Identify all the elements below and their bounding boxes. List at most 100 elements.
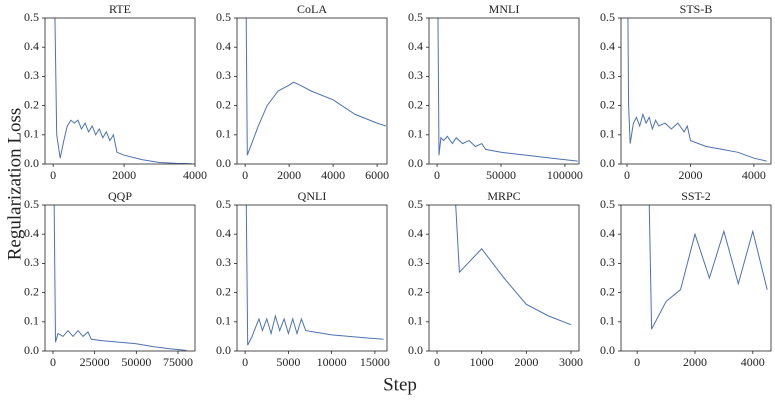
data-line [627,18,767,162]
y-tick-label: 0.2 [216,97,231,111]
data-line [54,18,192,164]
y-tick-label: 0.5 [216,10,231,24]
y-tick-label: 0.5 [24,197,39,211]
subplot-title: CoLA [297,2,327,16]
subplot-frame [428,204,580,352]
y-tick-label: 0.1 [408,314,423,328]
x-tick-label: 0 [634,355,640,369]
x-tick-label: 50000 [486,168,516,182]
subplot-title: SST-2 [681,189,711,203]
subplot-title: QNLI [298,189,327,203]
y-tick-label: 0.4 [24,226,39,240]
x-tick-label: 0 [242,355,248,369]
y-tick-label: 0.4 [600,226,615,240]
x-tick-label: 0 [50,168,56,182]
x-tick-label: 0 [434,355,440,369]
subplot-title: RTE [109,2,131,16]
y-tick-label: 0.4 [24,39,39,53]
y-tick-label: 0.1 [24,314,39,328]
x-tick-label: 2000 [112,168,136,182]
x-tick-label: 4000 [321,168,345,182]
y-tick-label: 0.5 [600,10,615,24]
y-tick-label: 0.3 [24,68,39,82]
x-tick-label: 2000 [678,168,702,182]
subplot-frame [236,204,388,352]
x-tick-label: 3000 [559,355,583,369]
x-axis-label: Step [383,374,417,395]
y-tick-label: 0.2 [600,97,615,111]
y-tick-label: 0.2 [600,284,615,298]
x-tick-label: 10000 [317,355,347,369]
y-tick-label: 0.3 [408,68,423,82]
y-tick-label: 0.2 [408,284,423,298]
x-tick-label: 15000 [360,355,390,369]
y-tick-label: 0.0 [24,343,39,357]
x-tick-label: 25000 [80,355,110,369]
x-tick-label: 0 [434,168,440,182]
y-tick-label: 0.3 [600,255,615,269]
y-tick-label: 0.4 [408,39,423,53]
y-tick-label: 0.3 [408,255,423,269]
y-tick-label: 0.3 [600,68,615,82]
x-tick-label: 0 [624,168,630,182]
y-tick-label: 0.4 [408,226,423,240]
y-tick-label: 0.1 [216,127,231,141]
y-tick-label: 0.1 [600,314,615,328]
subplot-title: MNLI [489,2,520,16]
y-tick-label: 0.1 [216,314,231,328]
x-tick-label: 2000 [514,355,538,369]
subplot-frame [428,17,580,165]
x-tick-label: 0 [50,355,56,369]
subplot-title: MRPC [487,189,520,203]
y-tick-label: 0.2 [408,97,423,111]
subplot-frame [236,17,388,165]
x-tick-label: 4000 [741,355,765,369]
y-tick-label: 0.4 [600,39,615,53]
x-tick-label: 2000 [277,168,301,182]
y-tick-label: 0.0 [600,343,615,357]
subplot-frame [620,204,772,352]
y-tick-label: 0.2 [216,284,231,298]
data-line [245,18,387,156]
y-tick-label: 0.1 [24,127,39,141]
x-tick-label: 1000 [470,355,494,369]
y-axis-label: Regularization Loss [4,108,25,261]
x-tick-label: 4000 [183,168,207,182]
subplot-frame [620,17,772,165]
data-line [437,18,578,162]
y-tick-label: 0.3 [216,255,231,269]
subplot-frame [44,17,196,165]
data-line [648,205,768,330]
y-tick-label: 0.1 [600,127,615,141]
data-line [245,205,384,346]
subplot-title: QQP [108,189,132,203]
y-tick-label: 0.5 [24,10,39,24]
x-tick-label: 75000 [163,355,193,369]
data-line [455,205,572,326]
y-tick-label: 0.5 [408,10,423,24]
y-tick-label: 0.0 [216,156,231,170]
y-tick-label: 0.2 [24,284,39,298]
x-tick-label: 4000 [742,168,766,182]
y-tick-label: 0.2 [24,97,39,111]
y-tick-label: 0.4 [216,39,231,53]
y-tick-label: 0.0 [600,156,615,170]
y-tick-label: 0.5 [408,197,423,211]
x-tick-label: 5000 [276,355,300,369]
x-tick-label: 50000 [121,355,151,369]
x-tick-label: 0 [242,168,248,182]
y-tick-label: 0.0 [216,343,231,357]
y-tick-label: 0.0 [408,156,423,170]
y-tick-label: 0.3 [216,68,231,82]
y-tick-label: 0.4 [216,226,231,240]
data-line [53,205,187,351]
y-tick-label: 0.0 [24,156,39,170]
subplot-frame [44,204,196,352]
y-tick-label: 0.5 [216,197,231,211]
y-tick-label: 0.5 [600,197,615,211]
x-tick-label: 2000 [683,355,707,369]
y-tick-label: 0.0 [408,343,423,357]
subplot-title: STS-B [680,2,713,16]
y-tick-label: 0.3 [24,255,39,269]
